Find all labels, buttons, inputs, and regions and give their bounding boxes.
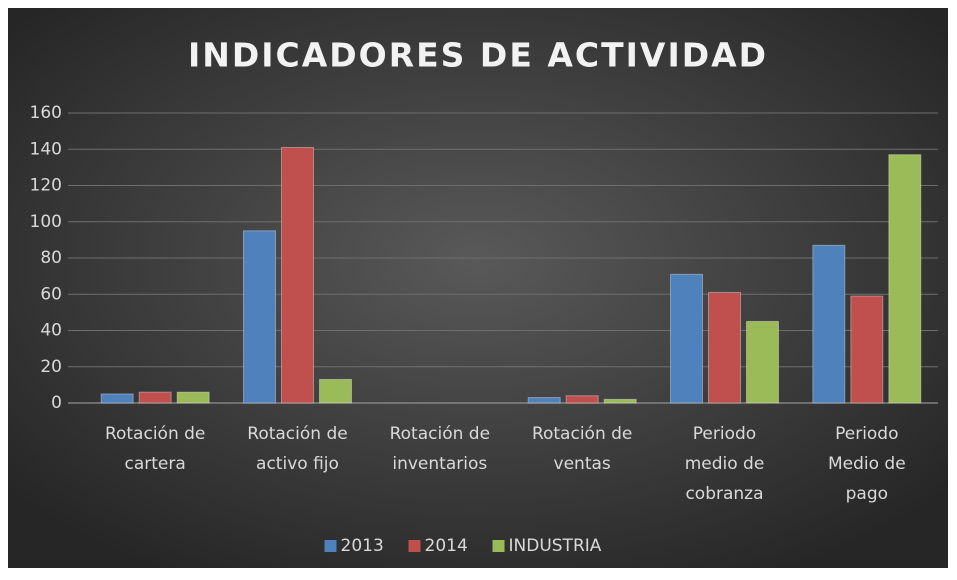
legend-swatch	[408, 540, 421, 552]
x-tick-label-box: Rotación de cartera	[104, 424, 206, 474]
bar	[527, 397, 561, 404]
x-tick-label-box: Periodo medio de cobranza	[684, 424, 765, 504]
x-tick-label: Periodo medio de cobranza	[684, 424, 765, 504]
y-tick-label: 40	[40, 321, 62, 341]
legend-swatch	[492, 540, 505, 552]
bar	[746, 320, 779, 404]
y-tick-label: 20	[40, 357, 62, 377]
x-tick-label-box: Rotación de ventas	[531, 424, 633, 474]
x-tick-label-box: Periodo Medio de pago	[827, 424, 906, 504]
y-tick-label: 100	[30, 212, 62, 232]
legend-label: 2013	[341, 536, 384, 556]
chart-background	[8, 8, 948, 568]
y-tick-label: 80	[40, 248, 62, 268]
x-tick-label: Rotación de ventas	[531, 424, 633, 474]
y-tick-label: 120	[30, 176, 62, 196]
y-tick-label: 0	[51, 393, 62, 413]
x-tick-label-box: Rotación de activo fijo	[247, 424, 348, 474]
bar	[281, 146, 314, 404]
y-tick-label: 160	[30, 103, 62, 123]
bar	[138, 391, 172, 404]
x-tick-label: Rotación de inventarios	[389, 424, 491, 474]
bar	[100, 393, 134, 404]
x-tick-label: Rotación de activo fijo	[247, 424, 348, 474]
bar	[176, 391, 210, 404]
legend-label: 2014	[425, 536, 468, 556]
x-tick-label-box: Rotación de inventarios	[389, 424, 491, 474]
chart-title: INDICADORES DE ACTIVIDAD	[188, 36, 768, 75]
y-tick-label: 60	[40, 284, 62, 304]
bar	[850, 295, 884, 404]
bar	[319, 378, 352, 404]
y-tick-label: 140	[30, 139, 62, 159]
bar	[243, 230, 276, 404]
x-tick-label: Periodo Medio de pago	[827, 424, 906, 504]
bar	[603, 398, 637, 404]
x-tick-label: Rotación de cartera	[104, 424, 206, 474]
legend-swatch	[324, 540, 337, 552]
bar	[565, 395, 599, 404]
legend-label: INDUSTRIA	[509, 536, 602, 556]
bar	[670, 273, 703, 404]
bar	[812, 244, 846, 404]
bar	[708, 291, 741, 404]
bar	[888, 154, 922, 404]
